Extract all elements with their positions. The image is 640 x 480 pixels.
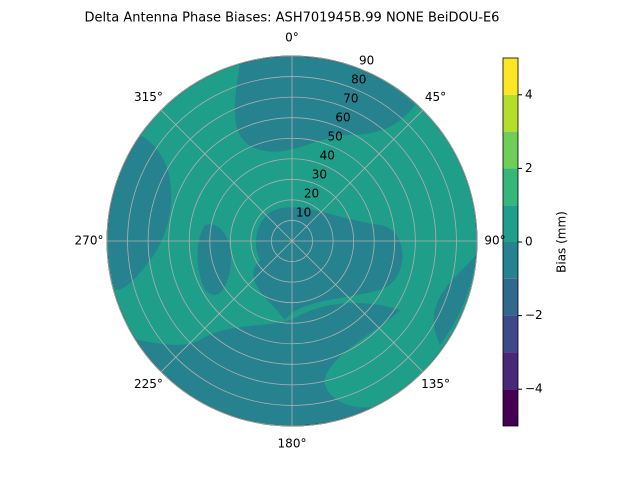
colorbar-segment — [503, 168, 518, 206]
contour-fill — [135, 303, 400, 426]
theta-tick-label: 45° — [425, 90, 446, 104]
colorbar-tick-label: −4 — [525, 382, 543, 396]
contour-fill — [253, 207, 403, 320]
theta-tick-label: 225° — [134, 377, 163, 391]
grid-spoke — [291, 240, 424, 373]
contour-fill — [107, 135, 172, 290]
r-tick-label: 80 — [351, 72, 366, 86]
contour-fill — [434, 255, 476, 345]
grid-spoke — [160, 240, 293, 373]
r-tick-label: 10 — [296, 205, 311, 219]
r-tick-label: 40 — [320, 148, 335, 162]
colorbar-tick-label: −2 — [525, 308, 543, 322]
colorbar-segment — [503, 352, 518, 390]
contour-fill — [234, 56, 415, 152]
theta-tick-label: 315° — [134, 90, 163, 104]
colorbar-segment — [503, 389, 518, 426]
grid-spoke — [160, 109, 293, 242]
r-tick-label: 20 — [304, 186, 319, 200]
contour-fill — [197, 224, 231, 295]
colorbar-label: Bias (mm) — [555, 211, 569, 273]
colorbar-segment — [503, 278, 518, 316]
r-tick-label: 70 — [343, 91, 358, 105]
r-tick-label: 30 — [312, 167, 327, 181]
colorbar-segment — [503, 131, 518, 169]
colorbar-tick-label: 0 — [525, 235, 533, 249]
colorbar-segment — [503, 205, 518, 242]
grid-spoke — [291, 109, 424, 242]
theta-tick-label: 270° — [75, 234, 104, 248]
colorbar-segment — [503, 315, 518, 353]
theta-tick-label: 180° — [278, 437, 307, 451]
r-tick-label: 60 — [335, 110, 350, 124]
theta-tick-label: 135° — [421, 377, 450, 391]
theta-tick-label: 90° — [484, 234, 505, 248]
r-tick-label: 50 — [328, 129, 343, 143]
chart-title: Delta Antenna Phase Biases: ASH701945B.9… — [85, 11, 500, 26]
colorbar-segment — [503, 242, 518, 279]
r-tick-label: 90 — [359, 53, 374, 67]
colorbar-segment — [503, 58, 518, 95]
colorbar-tick-label: 2 — [525, 161, 533, 175]
colorbar-tick-label: 4 — [525, 87, 533, 101]
theta-tick-label: 0° — [285, 31, 299, 45]
colorbar-segment — [503, 94, 518, 132]
